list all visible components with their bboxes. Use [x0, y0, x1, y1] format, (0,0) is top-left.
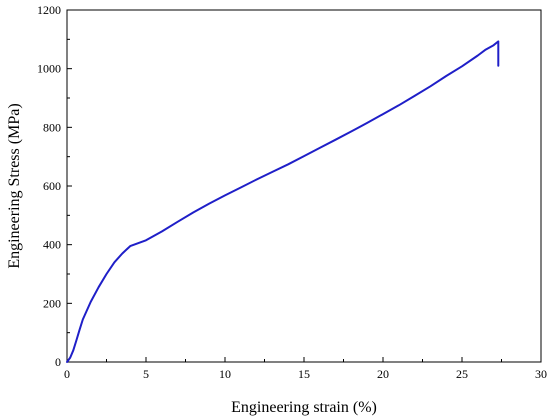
y-tick-label: 400: [43, 238, 61, 252]
stress-strain-curve: [66, 40, 500, 363]
axes: [66, 9, 542, 363]
y-tick-label: 800: [43, 120, 61, 134]
y-tick-label: 0: [55, 355, 61, 369]
x-tick-label: 5: [143, 367, 149, 381]
x-axis-title: Engineering strain (%): [231, 399, 377, 416]
y-axis-title: Engineering Stress (MPa): [6, 103, 23, 268]
x-tick-label: 30: [535, 367, 547, 381]
y-axis-ticks: 0 200 400 600 800 1000 1200: [37, 3, 72, 369]
x-tick-label: 15: [298, 367, 310, 381]
x-axis-ticks: 0 5 10 15 20 25 30: [64, 357, 547, 381]
y-tick-label: 600: [43, 179, 61, 193]
y-tick-label: 1000: [37, 62, 61, 76]
x-tick-label: 25: [456, 367, 468, 381]
y-tick-label: 200: [43, 296, 61, 310]
x-tick-label: 20: [377, 367, 389, 381]
plot-frame: [66, 9, 542, 363]
x-tick-label: 10: [219, 367, 231, 381]
x-tick-label: 0: [64, 367, 70, 381]
y-tick-label: 1200: [37, 3, 61, 17]
